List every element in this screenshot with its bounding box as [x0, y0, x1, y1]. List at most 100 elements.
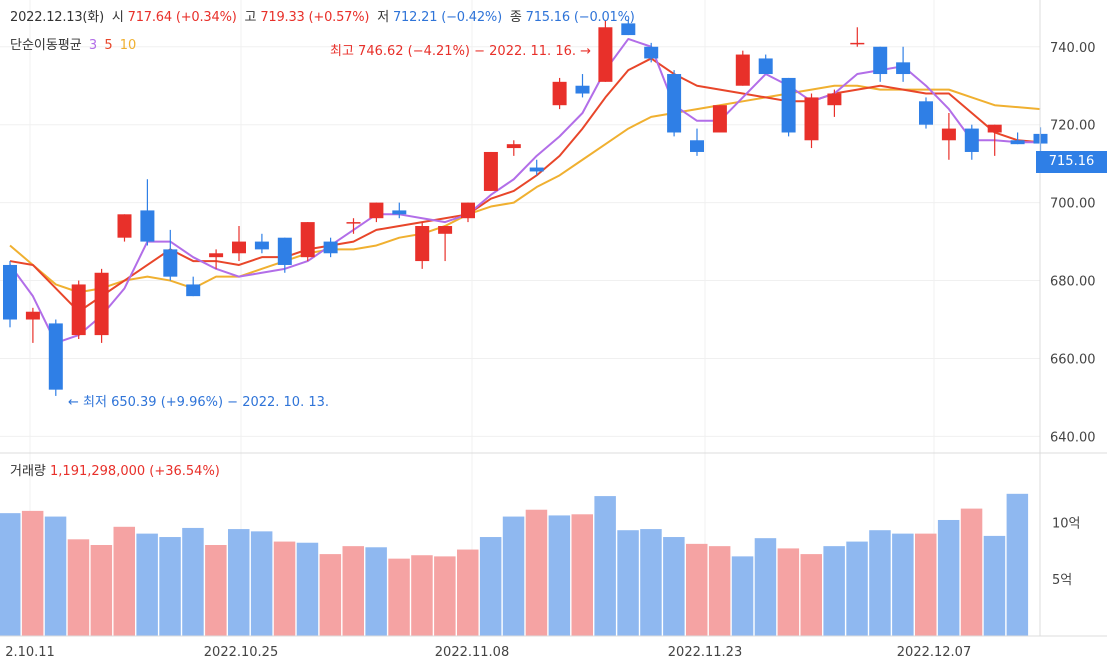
candle-body: [690, 140, 704, 152]
volume-bar: [250, 531, 273, 636]
candle: [277, 237, 292, 273]
candle-body: [941, 128, 956, 141]
volume-bar: [411, 555, 433, 636]
volume-bar: [892, 533, 914, 636]
open-value: 717.64 (+0.34%): [127, 10, 237, 25]
volume-bar: [525, 509, 548, 636]
candle-body: [667, 74, 682, 133]
candle-body: [1010, 140, 1025, 145]
volume-bar: [915, 533, 937, 636]
volume-bar: [571, 514, 593, 636]
volume-bar: [937, 519, 960, 636]
candle: [575, 74, 590, 98]
volume-bar: [869, 530, 891, 636]
candle-body: [277, 237, 292, 265]
candle: [667, 70, 682, 137]
volume-bars: [0, 493, 1029, 636]
close-label: 종: [509, 10, 522, 25]
candle: [941, 113, 956, 160]
candle-body: [506, 144, 521, 149]
candle-body: [598, 27, 613, 82]
candle-body: [644, 46, 659, 59]
high-value: 719.33 (+0.57%): [260, 10, 370, 25]
candle-body: [48, 323, 63, 390]
ma-legend-3: 3: [88, 38, 98, 53]
volume-bar: [983, 535, 1006, 636]
high-label: 고: [244, 10, 257, 25]
candle-body: [94, 272, 109, 336]
candle: [163, 229, 178, 281]
price-tick-label: 720.00: [1050, 119, 1096, 134]
current-price-badge: 715.16: [1036, 151, 1107, 173]
volume-bar: [434, 556, 456, 636]
volume-bar: [44, 516, 67, 636]
candle: [850, 27, 865, 47]
candle: [690, 128, 704, 156]
candle-body: [529, 167, 544, 172]
price-tick-label: 680.00: [1050, 275, 1096, 290]
volume-bar: [754, 538, 777, 636]
ma5-line: [9, 57, 1041, 313]
candle-body: [369, 202, 384, 219]
volume-bar: [823, 546, 845, 636]
candle-body: [209, 253, 224, 258]
volume-bar: [960, 508, 983, 636]
volume-bar: [479, 537, 502, 636]
candle: [758, 54, 773, 75]
candle-body: [3, 264, 17, 320]
volume-tick-label: 5억: [1052, 573, 1072, 588]
moving-averages: [9, 37, 1041, 344]
volume-bar: [708, 546, 731, 636]
close-value: 715.16 (−0.01%): [525, 10, 635, 25]
candle: [781, 77, 796, 137]
candle-body: [25, 311, 40, 320]
candle: [804, 93, 819, 149]
x-tick-label: 2.10.11: [5, 645, 55, 660]
low-annotation: ← 최저 650.39 (+9.96%) − 2022. 10. 13.: [68, 395, 330, 410]
candle-body: [163, 249, 178, 277]
volume-bar: [205, 545, 227, 636]
volume-bar: [319, 554, 342, 636]
candle-body: [987, 124, 1002, 133]
candle-body: [873, 46, 888, 75]
ma-legend-5: 5: [104, 38, 113, 53]
candle: [438, 226, 453, 262]
candle: [186, 276, 201, 297]
candle: [483, 151, 498, 191]
candle: [964, 124, 979, 160]
volume-bar: [640, 529, 662, 636]
ma3-line: [9, 37, 1041, 344]
volume-tick-label: 10억: [1052, 516, 1081, 531]
candle-body: [552, 81, 567, 106]
volume-bar: [388, 558, 410, 636]
candle-body: [483, 151, 498, 191]
volume-bar: [502, 516, 525, 636]
volume-bar: [159, 537, 181, 636]
candle-body: [919, 101, 933, 125]
candle-body: [140, 210, 155, 242]
volume-bar: [663, 537, 685, 636]
candle-body: [621, 23, 636, 36]
volume-bar: [365, 547, 387, 636]
x-tick-label: 2022.10.25: [204, 645, 278, 660]
volume-bar: [594, 496, 616, 636]
candle: [392, 202, 407, 219]
volume-bar: [67, 539, 90, 636]
candle-body: [232, 241, 246, 254]
candle-body: [186, 284, 201, 297]
candle-body: [323, 241, 338, 254]
candle: [621, 19, 636, 36]
candle: [140, 179, 155, 246]
volume-legend: 거래량 1,191,298,000 (+36.54%): [10, 460, 220, 479]
candle-body: [964, 128, 979, 152]
candles: [3, 19, 1048, 396]
volume-label: 거래량: [10, 464, 46, 479]
candle: [369, 202, 384, 223]
low-value: 712.21 (−0.42%): [392, 10, 502, 25]
volume-bar: [777, 548, 800, 636]
candle-body: [781, 77, 796, 133]
candle: [712, 105, 727, 133]
candle: [896, 46, 911, 82]
volume-bar: [228, 529, 250, 636]
candle: [987, 124, 1002, 156]
